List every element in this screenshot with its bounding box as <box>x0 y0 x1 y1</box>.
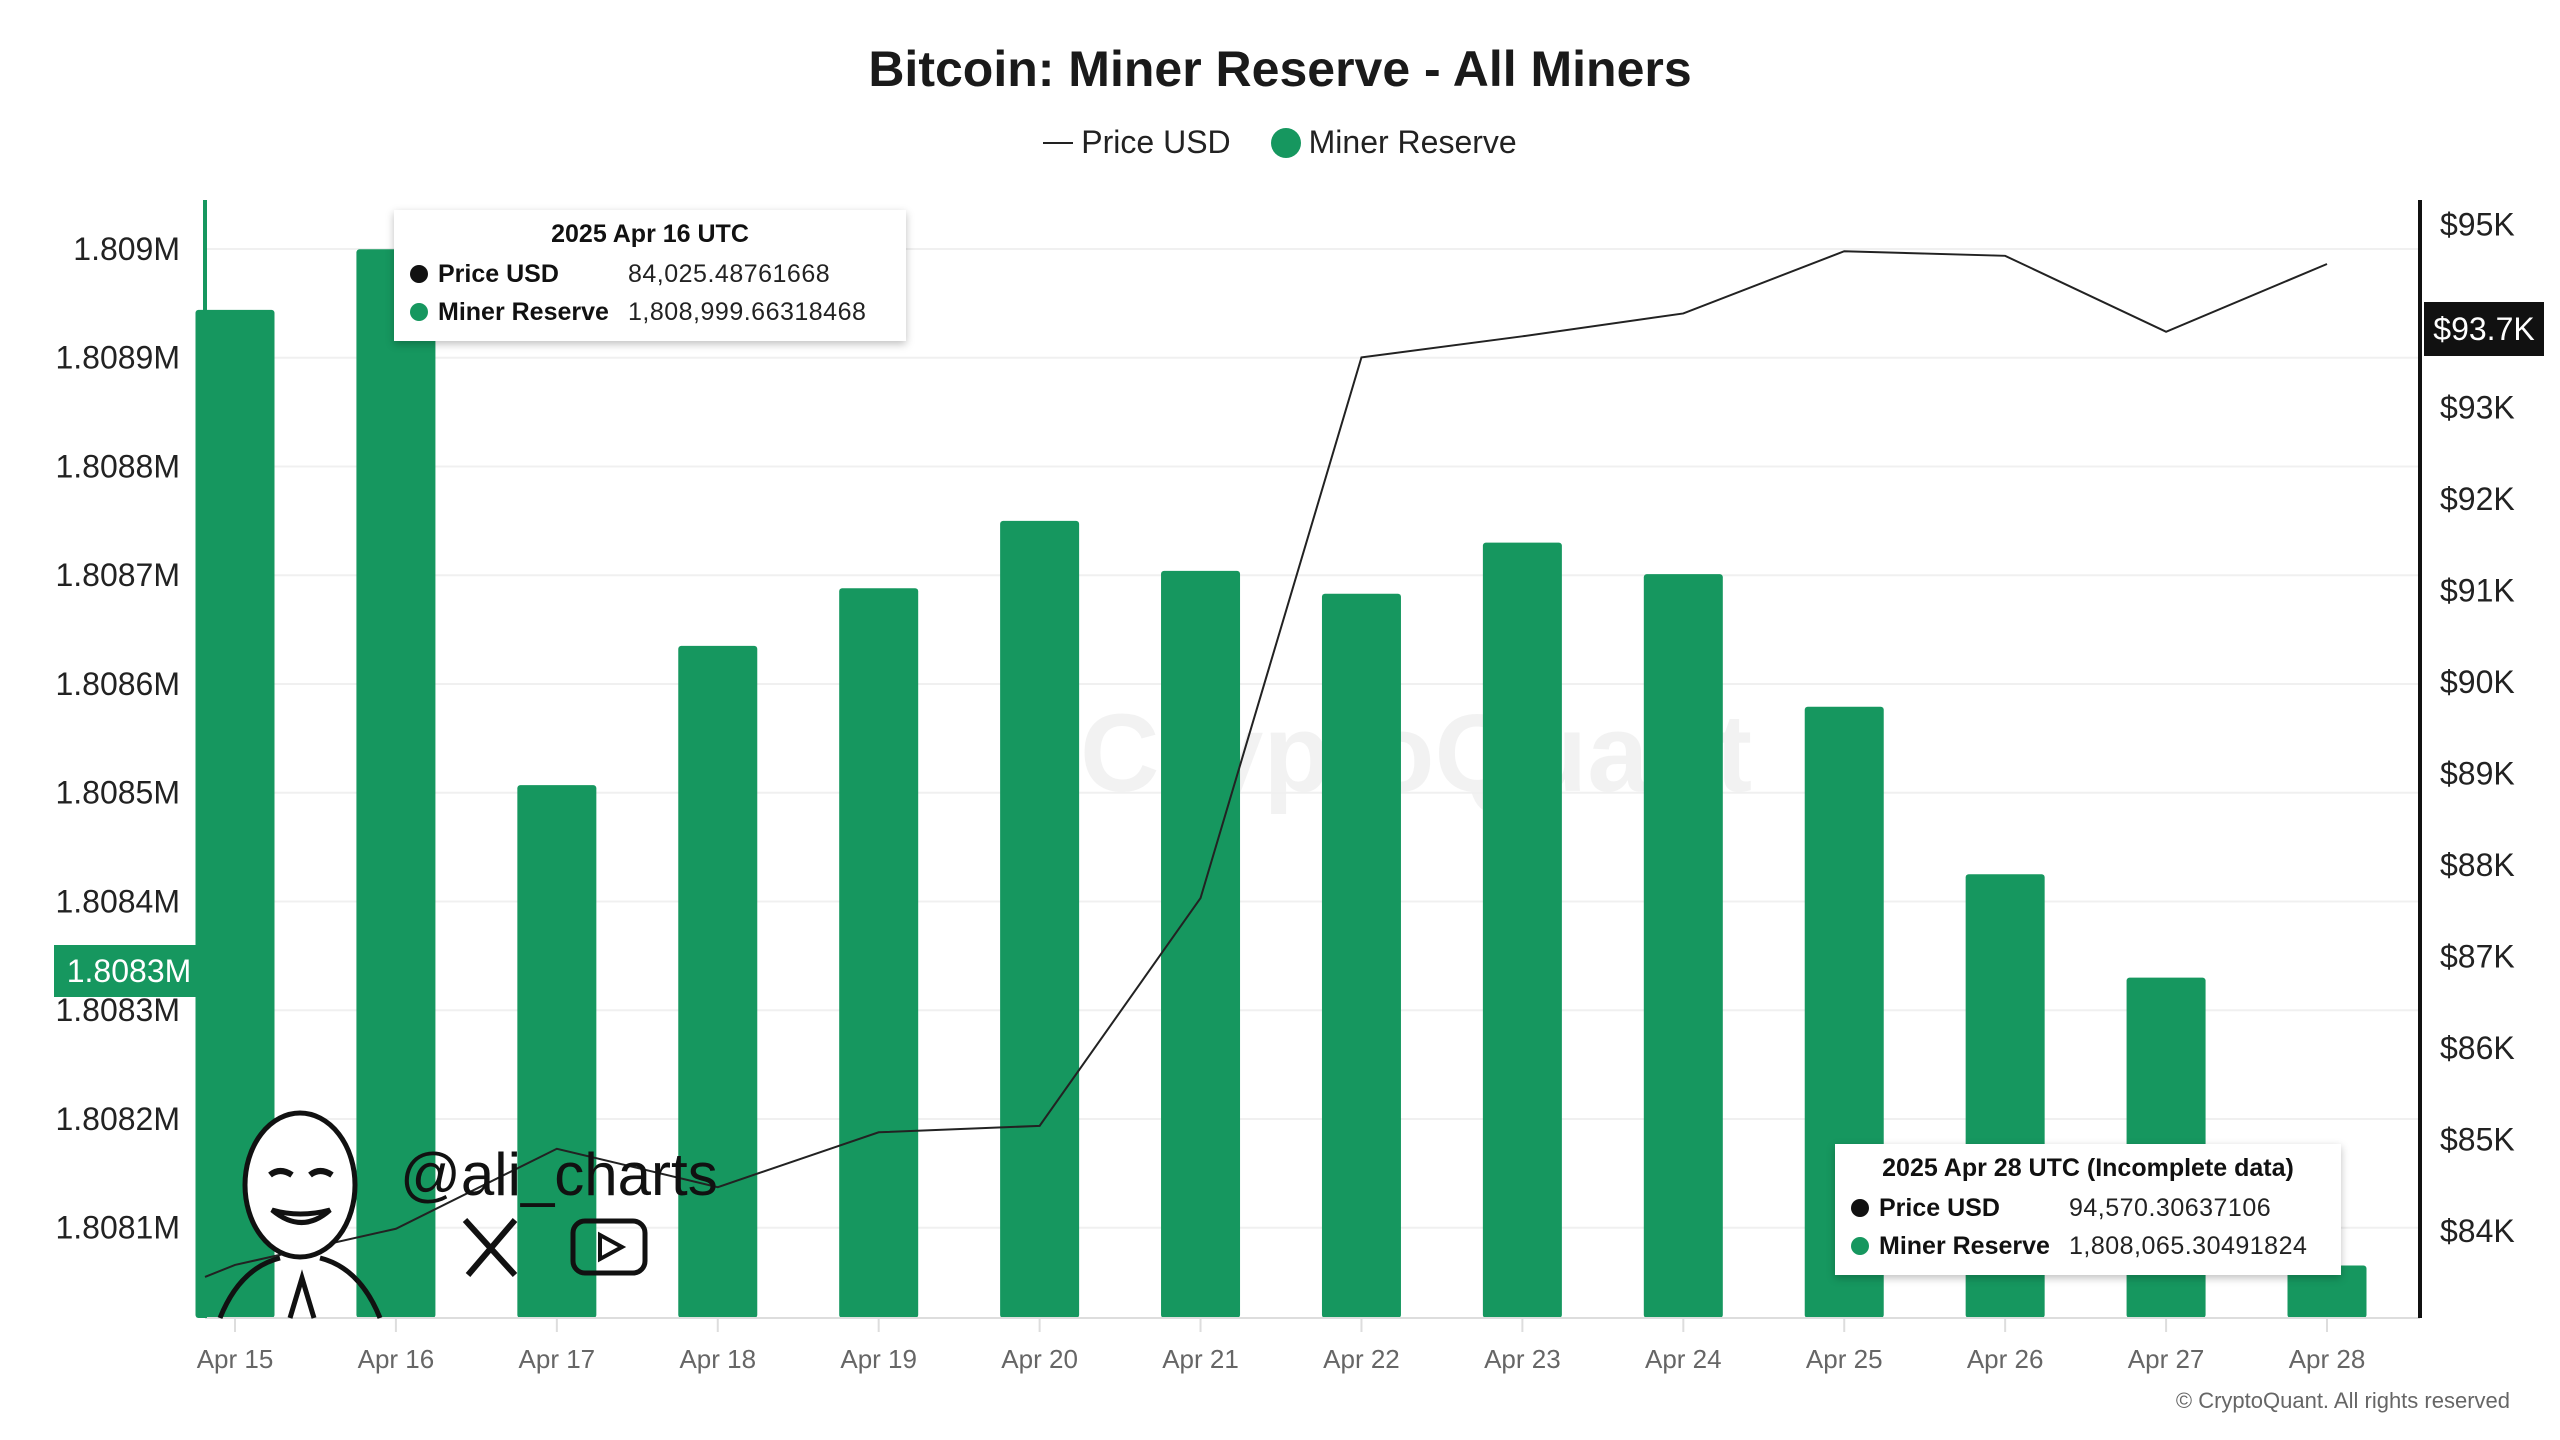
reserve-dot-icon <box>1851 1237 1869 1255</box>
line-swatch-icon <box>1043 141 1074 144</box>
x-logo-icon <box>462 1217 518 1278</box>
tooltip-value: 1,808,065.30491824 <box>2069 1231 2308 1260</box>
tooltip-row-price: Price USD 84,025.48761668 <box>410 255 890 293</box>
bar <box>356 249 436 1318</box>
author-avatar-icon <box>217 1110 383 1319</box>
left-tick-label: 1.8084M <box>55 883 180 919</box>
right-tick-label: $89K <box>2440 756 2515 792</box>
chart-title: Bitcoin: Miner Reserve - All Miners <box>868 41 1692 97</box>
bar <box>1321 593 1401 1318</box>
bar <box>678 645 758 1318</box>
left-tick-label: 1.8085M <box>55 775 180 811</box>
right-tick-label: $87K <box>2440 939 2515 975</box>
x-tick-label: Apr 26 <box>1967 1344 2044 1374</box>
x-tick-label: Apr 28 <box>2289 1344 2366 1374</box>
x-tick-label: Apr 20 <box>1001 1344 1078 1374</box>
right-tick-label: $90K <box>2440 664 2515 700</box>
left-tick-label: 1.8086M <box>55 666 180 702</box>
left-tick-label: 1.8083M <box>55 992 180 1028</box>
right-axis-crosshair-label: $93.7K <box>2424 302 2544 356</box>
x-tick-label: Apr 24 <box>1645 1344 1722 1374</box>
legend-label-reserve: Miner Reserve <box>1308 124 1517 160</box>
right-tick-label: $95K <box>2440 207 2515 243</box>
x-tick-label: Apr 22 <box>1323 1344 1400 1374</box>
left-tick-label: 1.8082M <box>55 1101 180 1137</box>
tooltip-apr16: 2025 Apr 16 UTC Price USD 84,025.48761668… <box>394 210 906 341</box>
price-dot-icon <box>410 265 428 283</box>
tooltip-value: 94,570.30637106 <box>2069 1193 2272 1222</box>
tooltip-row-reserve: Miner Reserve 1,808,065.30491824 <box>1851 1227 2325 1265</box>
bar <box>839 588 919 1318</box>
legend-item-reserve[interactable]: Miner Reserve <box>1270 124 1517 161</box>
bar <box>1482 542 1562 1318</box>
left-tick-label: 1.809M <box>73 231 180 267</box>
right-tick-label: $85K <box>2440 1122 2515 1158</box>
tooltip-header: 2025 Apr 28 UTC (Incomplete data) <box>1882 1154 2294 1182</box>
left-tick-label: 1.8089M <box>55 340 180 376</box>
left-tick-label: 1.8088M <box>55 448 180 484</box>
right-tick-label: $91K <box>2440 573 2515 609</box>
x-tick-label: Apr 16 <box>358 1344 435 1374</box>
tooltip-row-reserve: Miner Reserve 1,808,999.66318468 <box>410 293 890 331</box>
price-dot-icon <box>1851 1199 1869 1217</box>
x-tick-label: Apr 25 <box>1806 1344 1883 1374</box>
tooltip-label: Miner Reserve <box>438 297 609 326</box>
tooltip-label: Price USD <box>1879 1193 2000 1222</box>
x-tick-label: Apr 18 <box>679 1344 756 1374</box>
legend: Price USD Miner Reserve <box>0 124 2560 161</box>
bar <box>1643 574 1723 1318</box>
right-tick-label: $86K <box>2440 1030 2515 1066</box>
right-tick-label: $88K <box>2440 847 2515 883</box>
x-tick-label: Apr 17 <box>519 1344 596 1374</box>
copyright: © CryptoQuant. All rights reserved <box>2175 1388 2510 1413</box>
tooltip-label: Price USD <box>438 259 559 288</box>
reserve-dot-icon <box>410 303 428 321</box>
tooltip-label: Miner Reserve <box>1879 1231 2050 1260</box>
right-tick-label: $84K <box>2440 1213 2515 1249</box>
dot-swatch-icon <box>1270 127 1301 158</box>
legend-label-price: Price USD <box>1081 124 1231 160</box>
x-tick-label: Apr 27 <box>2128 1344 2205 1374</box>
bar <box>1161 570 1241 1318</box>
legend-item-price[interactable]: Price USD <box>1043 124 1231 161</box>
tooltip-header: 2025 Apr 16 UTC <box>551 220 749 248</box>
left-tick-label: 1.8087M <box>55 557 180 593</box>
price-line <box>204 250 2328 1278</box>
tooltip-value: 84,025.48761668 <box>628 259 831 288</box>
x-tick-label: Apr 15 <box>197 1344 274 1374</box>
youtube-logo-icon <box>570 1218 648 1276</box>
bar <box>517 785 597 1318</box>
right-tick-label: $92K <box>2440 481 2515 517</box>
x-tick-label: Apr 23 <box>1484 1344 1561 1374</box>
x-tick-label: Apr 19 <box>840 1344 917 1374</box>
tooltip-row-price: Price USD 94,570.30637106 <box>1851 1189 2325 1227</box>
author-handle: @ali_charts <box>400 1141 718 1208</box>
bar <box>195 309 275 1318</box>
bar <box>1000 520 1080 1318</box>
left-axis-crosshair-label: 1.8083M <box>54 945 204 997</box>
right-tick-label: $93K <box>2440 390 2515 426</box>
x-tick-label: Apr 21 <box>1162 1344 1239 1374</box>
bar <box>2287 1265 2367 1318</box>
left-tick-label: 1.8081M <box>55 1210 180 1246</box>
tooltip-apr28: 2025 Apr 28 UTC (Incomplete data) Price … <box>1835 1144 2341 1275</box>
tooltip-value: 1,808,999.66318468 <box>628 297 867 326</box>
